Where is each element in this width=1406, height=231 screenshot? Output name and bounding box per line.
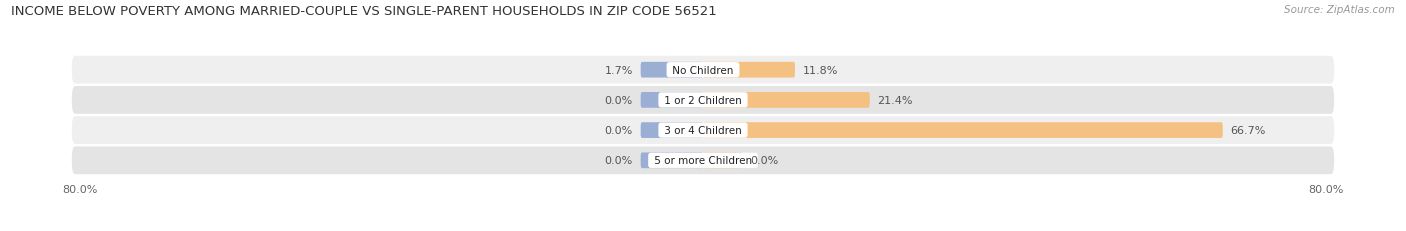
- FancyBboxPatch shape: [641, 93, 703, 108]
- Text: 1 or 2 Children: 1 or 2 Children: [661, 95, 745, 105]
- Text: 11.8%: 11.8%: [803, 65, 838, 75]
- FancyBboxPatch shape: [703, 63, 794, 78]
- Text: 1.7%: 1.7%: [605, 65, 633, 75]
- FancyBboxPatch shape: [641, 123, 703, 138]
- FancyBboxPatch shape: [703, 93, 870, 108]
- FancyBboxPatch shape: [72, 57, 1334, 84]
- FancyBboxPatch shape: [641, 153, 703, 168]
- Text: 5 or more Children: 5 or more Children: [651, 156, 755, 166]
- Text: 66.7%: 66.7%: [1230, 126, 1265, 136]
- Text: 0.0%: 0.0%: [605, 156, 633, 166]
- FancyBboxPatch shape: [72, 117, 1334, 144]
- FancyBboxPatch shape: [703, 123, 1223, 138]
- Text: 0.0%: 0.0%: [605, 126, 633, 136]
- Text: INCOME BELOW POVERTY AMONG MARRIED-COUPLE VS SINGLE-PARENT HOUSEHOLDS IN ZIP COD: INCOME BELOW POVERTY AMONG MARRIED-COUPL…: [11, 5, 717, 18]
- FancyBboxPatch shape: [641, 63, 703, 78]
- Text: Source: ZipAtlas.com: Source: ZipAtlas.com: [1284, 5, 1395, 15]
- Text: 0.0%: 0.0%: [749, 156, 778, 166]
- Text: No Children: No Children: [669, 65, 737, 75]
- FancyBboxPatch shape: [703, 153, 742, 168]
- Text: 21.4%: 21.4%: [877, 95, 912, 105]
- Text: 3 or 4 Children: 3 or 4 Children: [661, 126, 745, 136]
- FancyBboxPatch shape: [72, 147, 1334, 174]
- FancyBboxPatch shape: [72, 87, 1334, 114]
- Text: 0.0%: 0.0%: [605, 95, 633, 105]
